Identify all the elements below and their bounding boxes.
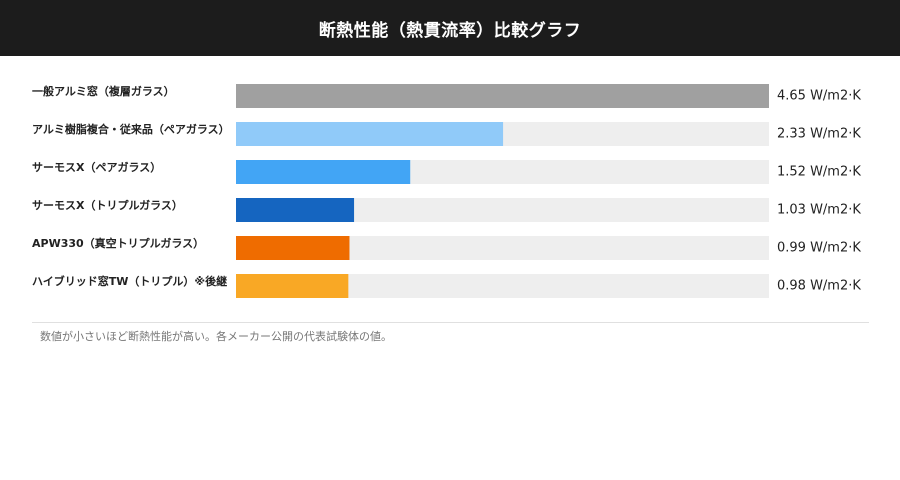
bar	[236, 160, 411, 184]
value-label: 4.65 W/m2·K	[777, 89, 861, 104]
category-label: 一般アルミ窓（複層ガラス）	[32, 84, 175, 98]
category-label: アルミ樹脂複合・従来品（ペアガラス）	[32, 122, 230, 136]
chart-title: 断熱性能（熱貫流率）比較グラフ	[318, 20, 582, 41]
bar	[236, 236, 350, 260]
bar	[236, 84, 769, 108]
bar	[236, 122, 504, 146]
category-label: ハイブリッド窓TW（トリプル）※後継	[32, 274, 227, 288]
bar	[236, 198, 355, 222]
bar-chart: 一般アルミ窓（複層ガラス） 4.65 W/m2·K アルミ樹脂複合・従来品（ペアガラ…	[32, 84, 861, 298]
value-label: 1.52 W/m2·K	[777, 165, 861, 180]
footnote: 数値が小さいほど断熱性能が高い。各メーカー公開の代表試験体の値。	[40, 330, 392, 343]
value-label: 1.03 W/m2·K	[777, 203, 861, 218]
category-label: サーモスX（トリプルガラス）	[32, 198, 183, 212]
chart-header: 断熱性能（熱貫流率）比較グラフ	[0, 0, 900, 56]
bar	[236, 274, 349, 298]
category-label: APW330（真空トリプルガラス）	[32, 236, 204, 250]
category-label: サーモスX（ペアガラス）	[32, 160, 161, 174]
value-label: 0.98 W/m2·K	[777, 279, 861, 294]
value-label: 0.99 W/m2·K	[777, 241, 861, 256]
value-label: 2.33 W/m2·K	[777, 127, 861, 142]
divider	[32, 322, 869, 323]
